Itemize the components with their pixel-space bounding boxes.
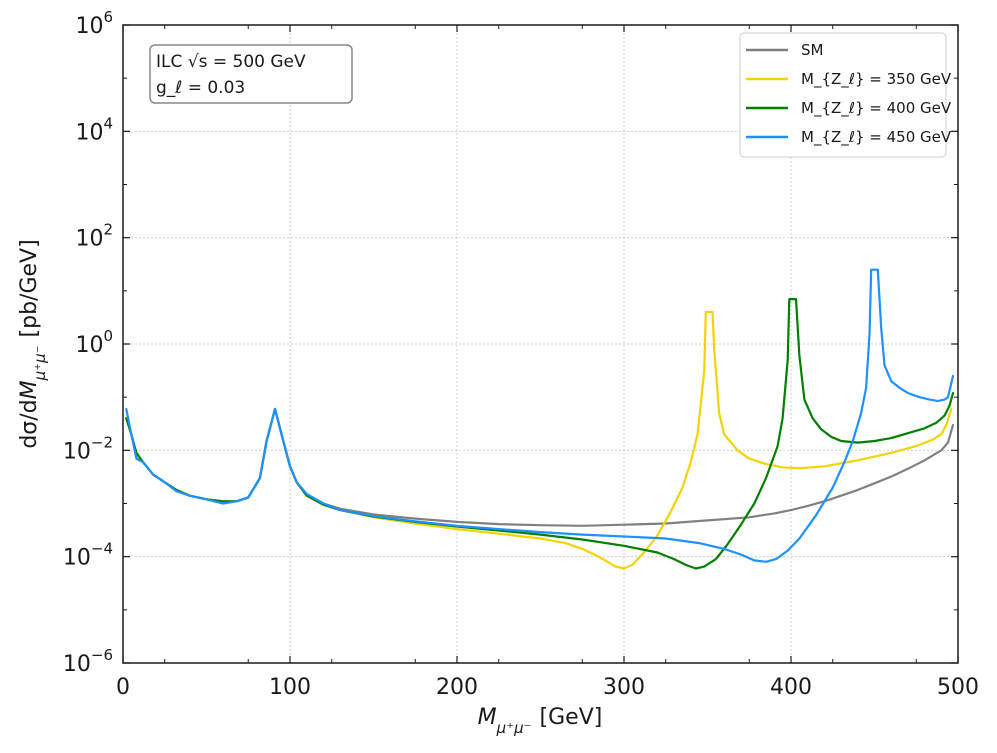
- x-tick-label: 500: [937, 675, 979, 700]
- y-tick-base: 10: [63, 652, 91, 677]
- annotation-frame: [149, 44, 353, 104]
- y-tick-exponent: 4: [103, 114, 113, 132]
- x-tick-label: 200: [436, 675, 478, 700]
- annotation-line-1: ILC √s = 500 GeV: [156, 52, 306, 72]
- series-line-2: [125, 298, 955, 570]
- x-tick-labels: 0 100 200 300 400 500: [116, 675, 979, 700]
- series-layer: [125, 268, 955, 570]
- y-tick-exponent: 2: [103, 221, 113, 239]
- axis-ticks: [122, 24, 959, 664]
- series-line-3: [125, 268, 955, 563]
- y-tick-exponent: −2: [91, 433, 113, 451]
- y-tick-base: 10: [63, 439, 91, 464]
- x-tick-label: 0: [116, 675, 130, 700]
- y-tick-base: 10: [75, 120, 103, 145]
- legend-label-1: M_{Z_ℓ} = 350 GeV: [801, 70, 952, 89]
- y-tick-label: 106: [75, 8, 113, 39]
- y-tick-label: 10−6: [63, 646, 113, 677]
- legend-label-2: M_{Z_ℓ} = 400 GeV: [801, 99, 952, 118]
- y-tick-exponent: 6: [103, 8, 113, 26]
- x-axis-label: Mμ⁺μ⁻ [GeV]: [478, 705, 603, 737]
- y-tick-base: 10: [75, 333, 103, 358]
- y-tick-exponent: −4: [91, 540, 113, 558]
- x-tick-label: 300: [603, 675, 645, 700]
- y-tick-label: 100: [75, 327, 113, 358]
- y-tick-base: 10: [75, 227, 103, 252]
- y-tick-label: 10−4: [63, 540, 113, 571]
- series-line-1: [125, 310, 953, 570]
- y-tick-base: 10: [75, 14, 103, 39]
- y-tick-label: 10−2: [63, 433, 113, 464]
- y-tick-label: 104: [75, 114, 113, 145]
- y-axis-label: dσ/dMμ⁺μ⁻[pb/GeV]: [17, 239, 49, 448]
- series-line-0: [125, 407, 955, 527]
- legend: SM M_{Z_ℓ} = 350 GeV M_{Z_ℓ} = 400 GeV M_{Z…: [739, 32, 952, 158]
- x-tick-label: 400: [770, 675, 812, 700]
- legend-frame: [739, 32, 947, 158]
- legend-label-0: SM: [801, 41, 823, 59]
- y-tick-exponent: −6: [91, 646, 113, 664]
- annotation-box: ILC √s = 500 GeV g_ℓ = 0.03: [149, 44, 353, 104]
- y-tick-label: 102: [75, 221, 113, 252]
- x-tick-label: 100: [269, 675, 311, 700]
- legend-label-3: M_{Z_ℓ} = 450 GeV: [801, 128, 952, 147]
- y-tick-exponent: 0: [103, 327, 113, 345]
- y-tick-base: 10: [63, 546, 91, 571]
- annotation-line-2: g_ℓ = 0.03: [156, 78, 245, 98]
